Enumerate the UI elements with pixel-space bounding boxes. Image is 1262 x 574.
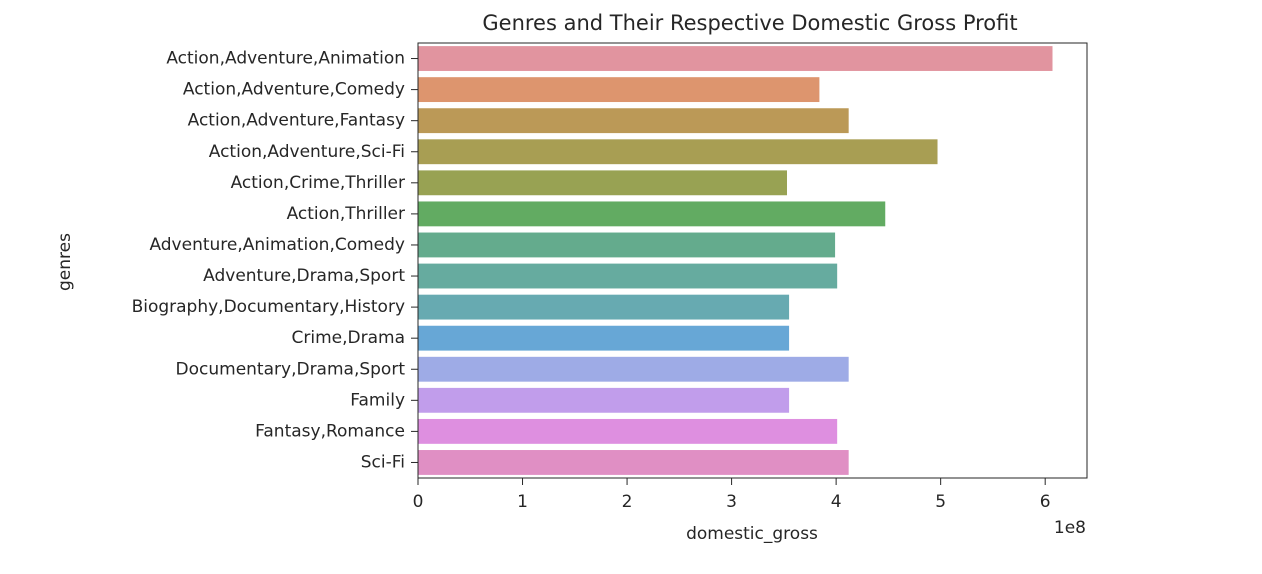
y-tick-label: Action,Thriller: [287, 204, 405, 224]
x-axis-label: domestic_gross: [686, 524, 818, 544]
bar: [418, 418, 838, 444]
y-tick-label: Action,Adventure,Sci-Fi: [209, 142, 405, 162]
bar: [418, 294, 790, 320]
bar: [418, 325, 790, 351]
x-tick-label: 3: [726, 492, 737, 512]
y-tick-label: Action,Adventure,Comedy: [183, 80, 405, 100]
x-tick-label: 4: [831, 492, 842, 512]
x-tick-label: 1: [517, 492, 528, 512]
bar: [418, 108, 849, 134]
y-tick-label: Action,Adventure,Fantasy: [188, 111, 405, 131]
bar: [418, 387, 790, 413]
y-tick-label: Family: [350, 390, 405, 410]
x-tick-label: 5: [935, 492, 946, 512]
bar: [418, 77, 820, 103]
x-axis-scale-label: 1e8: [1054, 518, 1086, 538]
y-axis-label: genres: [55, 233, 75, 291]
y-tick-label: Action,Crime,Thriller: [231, 173, 405, 193]
bars-group: [418, 46, 1053, 475]
x-tick-label: 6: [1040, 492, 1051, 512]
chart-title: Genres and Their Respective Domestic Gro…: [482, 11, 1017, 35]
y-tick-label: Crime,Drama: [292, 328, 405, 348]
x-axis-ticks: 0 1 2 3 4 5 6: [413, 478, 1051, 512]
bar: [418, 450, 849, 475]
bar: [418, 46, 1053, 71]
bar: [418, 170, 787, 196]
y-tick-label: Biography,Documentary,History: [132, 297, 405, 317]
bar: [418, 232, 836, 258]
y-tick-label: Fantasy,Romance: [255, 421, 405, 441]
bar: [418, 356, 849, 382]
y-axis-ticks: Action,Adventure,Animation Action,Adventu…: [132, 49, 418, 472]
plot-frame: [417, 42, 1088, 479]
y-tick-label: Adventure,Animation,Comedy: [149, 235, 405, 255]
y-tick-label: Documentary,Drama,Sport: [176, 359, 406, 379]
y-tick-label: Sci-Fi: [361, 452, 405, 472]
y-tick-label: Adventure,Drama,Sport: [203, 266, 405, 286]
bar: [418, 139, 938, 165]
bar: [418, 201, 886, 227]
x-tick-label: 0: [413, 492, 424, 512]
y-tick-label: Action,Adventure,Animation: [166, 49, 405, 69]
bar: [418, 263, 838, 289]
x-tick-label: 2: [622, 492, 633, 512]
